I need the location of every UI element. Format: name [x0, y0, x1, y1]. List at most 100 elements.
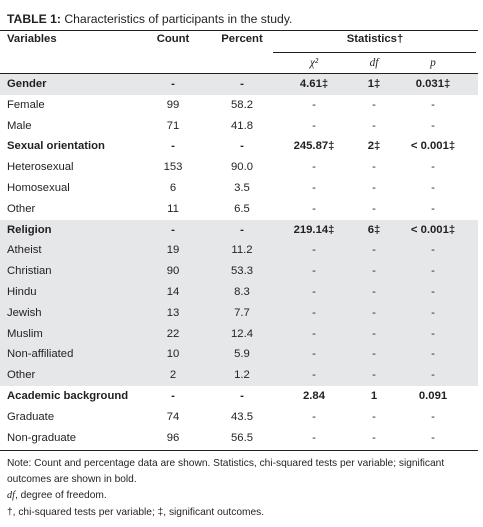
cell-variable: Other [7, 202, 36, 215]
cell-percent: 1.2 [234, 369, 250, 382]
cell-p: - [431, 286, 435, 298]
table-row: Non-affiliated 10 5.9 - - - [0, 344, 478, 366]
cell-count: 13 [166, 306, 180, 319]
table-row: Atheist 19 11.2 - - - [0, 240, 478, 262]
table-row: Hindu 14 8.3 - - - [0, 282, 478, 303]
cell-chi-squared: 2.84 [303, 390, 325, 402]
cell-df: 2‡ [367, 140, 381, 153]
cell-variable: Christian [7, 265, 52, 278]
cell-variable: Academic background [7, 390, 129, 402]
table-row: Christian 90 53.3 - - - [0, 261, 478, 282]
cell-chi-squared: - [312, 98, 316, 111]
header-chi-squared: χ² [309, 57, 319, 69]
cell-percent: 90.0 [231, 161, 253, 174]
cell-df: - [372, 306, 376, 319]
cell-percent: 41.8 [231, 119, 253, 132]
header-statistics: Statistics† [346, 33, 404, 45]
cell-p: - [431, 119, 435, 132]
table-note: Note: Count and percentage data are show… [7, 458, 445, 485]
cell-variable: Muslim [7, 327, 43, 340]
cell-chi-squared: - [312, 119, 316, 132]
cell-variable: Non-graduate [7, 431, 77, 444]
table-caption-label: TABLE 1: [7, 12, 61, 26]
table-row: Other 11 6.5 - - - [0, 199, 478, 220]
table-row: Other 2 1.2 - - - [0, 365, 478, 386]
cell-variable: Heterosexual [7, 161, 74, 174]
table-group-row: Academic background - - 2.84 1 0.091 [0, 386, 478, 407]
cell-p: - [431, 98, 435, 111]
cell-df: - [372, 161, 376, 174]
df-definition: , degree of freedom. [14, 490, 107, 501]
cell-count: 90 [166, 265, 180, 278]
cell-count: 2 [169, 369, 177, 382]
cell-count: 6 [169, 182, 177, 194]
cell-percent: 5.9 [234, 348, 250, 361]
cell-percent: 11.2 [231, 244, 253, 257]
table-group-row: Gender - - 4.61‡ 1‡ 0.031‡ [0, 74, 478, 95]
top-rule [0, 30, 478, 31]
cell-variable: Hindu [7, 286, 37, 298]
cell-percent: - [240, 140, 244, 153]
cell-percent: - [240, 78, 244, 90]
cell-count: 96 [166, 431, 180, 444]
cell-count: 14 [166, 286, 180, 298]
cell-chi-squared: - [312, 431, 316, 444]
cell-variable: Male [7, 119, 32, 132]
table-row: Graduate 74 43.5 - - - [0, 407, 478, 428]
cell-count: 19 [166, 244, 180, 257]
cell-chi-squared: - [312, 369, 316, 382]
df-abbreviation: df [7, 490, 15, 501]
table-group-row: Sexual orientation - - 245.87‡ 2‡ < 0.001‡ [0, 136, 478, 157]
cell-chi-squared: - [312, 244, 316, 257]
cell-p: - [431, 202, 435, 215]
header-rule [0, 73, 478, 74]
cell-chi-squared: 219.14‡ [293, 223, 335, 236]
cell-count: - [171, 140, 175, 153]
table-row: Muslim 22 12.4 - - - [0, 323, 478, 345]
cell-df: 6‡ [367, 223, 381, 236]
cell-percent: 58.2 [231, 98, 253, 111]
cell-percent: 8.3 [234, 286, 250, 298]
table-note-symbols: †, chi-squared tests per variable; ‡, si… [7, 507, 265, 518]
cell-percent: - [240, 390, 244, 402]
cell-count: 10 [166, 348, 180, 361]
cell-df: - [372, 410, 376, 423]
cell-percent: 56.5 [231, 431, 253, 444]
table-row: Non-graduate 96 56.5 - - - [0, 428, 478, 449]
cell-df: 1‡ [367, 78, 381, 90]
table-row: Female 99 58.2 - - - [0, 95, 478, 116]
cell-p: < 0.001‡ [410, 140, 456, 153]
cell-p: - [431, 244, 435, 257]
cell-df: - [372, 182, 376, 194]
cell-count: 71 [166, 119, 180, 132]
header-percent: Percent [221, 33, 263, 45]
cell-count: 99 [166, 98, 180, 111]
cell-chi-squared: - [312, 327, 316, 340]
statistics-underline [273, 52, 476, 53]
cell-chi-squared: - [312, 348, 316, 361]
cell-p: 0.031‡ [415, 78, 451, 90]
cell-df: - [372, 119, 376, 132]
cell-chi-squared: - [312, 202, 316, 215]
cell-percent: 7.7 [234, 306, 250, 319]
cell-p: - [431, 327, 435, 340]
cell-chi-squared: - [312, 410, 316, 423]
cell-df: - [372, 265, 376, 278]
cell-chi-squared: 245.87‡ [293, 140, 335, 153]
cell-p: - [431, 369, 435, 382]
cell-p: - [431, 348, 435, 361]
cell-percent: 6.5 [234, 202, 250, 215]
cell-chi-squared: - [312, 306, 316, 319]
table-group-row: Religion - - 219.14‡ 6‡ < 0.001‡ [0, 219, 478, 241]
table-row: Male 71 41.8 - - - [0, 116, 478, 137]
table-note-df: df, degree of freedom. [7, 488, 107, 504]
cell-percent: 53.3 [231, 265, 253, 278]
cell-df: - [372, 327, 376, 340]
cell-df: - [372, 348, 376, 361]
cell-df: - [372, 431, 376, 444]
cell-chi-squared: - [312, 286, 316, 298]
cell-p: - [431, 431, 435, 444]
cell-count: - [171, 390, 175, 402]
table-row: Jewish 13 7.7 - - - [0, 302, 478, 324]
